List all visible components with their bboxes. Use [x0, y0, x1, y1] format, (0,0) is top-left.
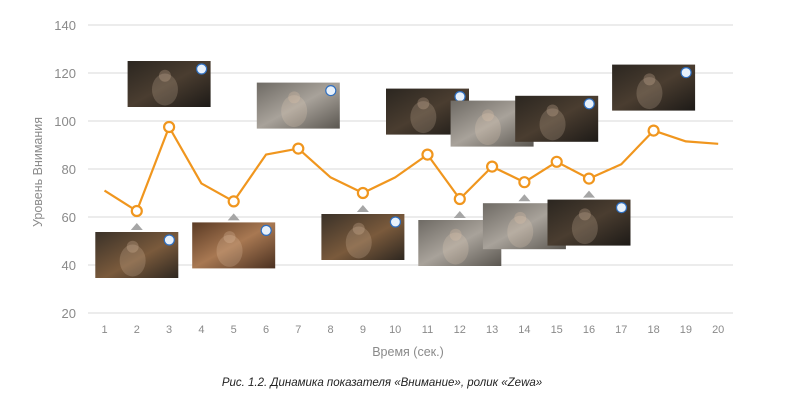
x-tick-label: 8 [328, 324, 334, 336]
frame-thumbnail [386, 88, 469, 135]
data-point-marker [227, 195, 240, 208]
x-tick-label: 13 [486, 324, 498, 336]
frame-figure-head [643, 73, 656, 86]
frame-figure [474, 113, 501, 146]
pointer-triangle [356, 205, 369, 212]
pointer-triangle [453, 211, 466, 218]
frame-thumbnail [321, 205, 405, 260]
x-tick-label: 5 [231, 324, 237, 336]
y-axis-title: Уровень Внимания [31, 117, 45, 227]
data-point-marker [647, 124, 660, 137]
frame-figure-head [352, 222, 365, 235]
pointer-triangle [130, 223, 143, 230]
x-tick-labels: 1 2 3 4 5 6 7 8 9 10 11 12 13 14 15 16 17 18 19 20 [101, 324, 724, 336]
frame-figure-head [546, 104, 559, 117]
frame-thumbnail [612, 64, 696, 111]
data-point-marker [163, 120, 176, 134]
brand-logo-icon [583, 98, 595, 110]
y-tick-label: 20 [62, 306, 76, 321]
x-tick-label: 18 [647, 324, 659, 336]
data-point-marker [486, 160, 499, 173]
frame-figure-head [481, 109, 494, 122]
x-tick-label: 17 [615, 324, 627, 336]
frame-figure [507, 215, 534, 248]
frame-figure [119, 244, 146, 277]
attention-series-line [103, 125, 719, 213]
x-tick-label: 1 [101, 324, 107, 336]
x-tick-label: 3 [166, 324, 172, 336]
frame-thumbnail [192, 213, 276, 269]
frame-figure-head [514, 211, 527, 224]
frame-thumbnail [547, 190, 631, 246]
x-tick-label: 14 [518, 324, 530, 336]
x-tick-label: 10 [389, 324, 401, 336]
x-tick-label: 16 [583, 324, 595, 336]
brand-logo-icon [389, 216, 401, 228]
x-tick-label: 15 [551, 324, 563, 336]
frame-figure [216, 234, 243, 267]
y-tick-label: 40 [62, 258, 76, 273]
x-tick-label: 6 [263, 324, 269, 336]
frame-figure [281, 95, 308, 128]
frame-figure [539, 108, 566, 141]
frame-thumbnail [127, 61, 211, 107]
data-point-marker [582, 172, 596, 185]
data-point-marker [292, 142, 305, 155]
brand-logo-icon [163, 234, 175, 246]
y-tick-label: 80 [62, 162, 76, 177]
x-tick-label: 20 [712, 324, 724, 336]
x-tick-label: 12 [454, 324, 466, 336]
figure-caption: Рис. 1.2. Динамика показателя «Внимание»… [222, 377, 542, 389]
frame-thumbnail [515, 95, 599, 142]
data-point-marker [453, 192, 466, 206]
x-axis-title: Время (сек.) [372, 345, 444, 359]
x-tick-label: 9 [360, 324, 366, 336]
data-point-marker [356, 186, 369, 200]
frame-figure-head [223, 231, 236, 244]
brand-logo-icon [454, 90, 466, 103]
y-tick-label: 140 [54, 18, 76, 33]
series-layer [103, 120, 719, 218]
y-tick-label: 60 [62, 210, 76, 225]
frame-figure-head [417, 97, 430, 110]
brand-logo-icon [325, 84, 337, 97]
y-tick-label: 120 [54, 66, 76, 81]
pointer-triangle [518, 194, 531, 202]
y-tick-label: 100 [54, 114, 76, 129]
pointer-triangle [583, 190, 595, 198]
frame-thumbnail [256, 82, 340, 129]
data-point-marker [518, 176, 531, 189]
x-tick-label: 4 [198, 324, 204, 336]
data-point-marker [421, 148, 434, 161]
frame-figure [571, 212, 598, 245]
brand-logo-icon [680, 66, 692, 79]
x-tick-label: 7 [295, 324, 301, 336]
x-tick-label: 19 [680, 324, 692, 336]
frame-thumbnails [95, 61, 696, 278]
brand-logo-icon [196, 63, 208, 75]
data-point-marker [130, 204, 143, 218]
pointer-triangle [227, 213, 240, 221]
frame-figure [442, 232, 469, 265]
frame-figure-head [578, 208, 591, 221]
y-tick-labels: 20 40 60 80 100 120 140 [54, 18, 76, 321]
frame-figure [151, 73, 178, 106]
brand-logo-icon [615, 202, 628, 214]
brand-logo-icon [260, 224, 272, 236]
frame-figure [636, 77, 663, 110]
frame-figure-head [158, 69, 171, 82]
x-tick-label: 11 [422, 324, 433, 336]
x-tick-label: 2 [134, 324, 140, 336]
frame-figure [410, 101, 437, 134]
frame-figure-head [449, 228, 462, 241]
frame-figure-head [126, 240, 139, 253]
frame-figure-head [288, 91, 301, 104]
frame-thumbnail [95, 223, 179, 278]
frame-figure [345, 226, 372, 259]
data-point-marker [550, 155, 563, 168]
